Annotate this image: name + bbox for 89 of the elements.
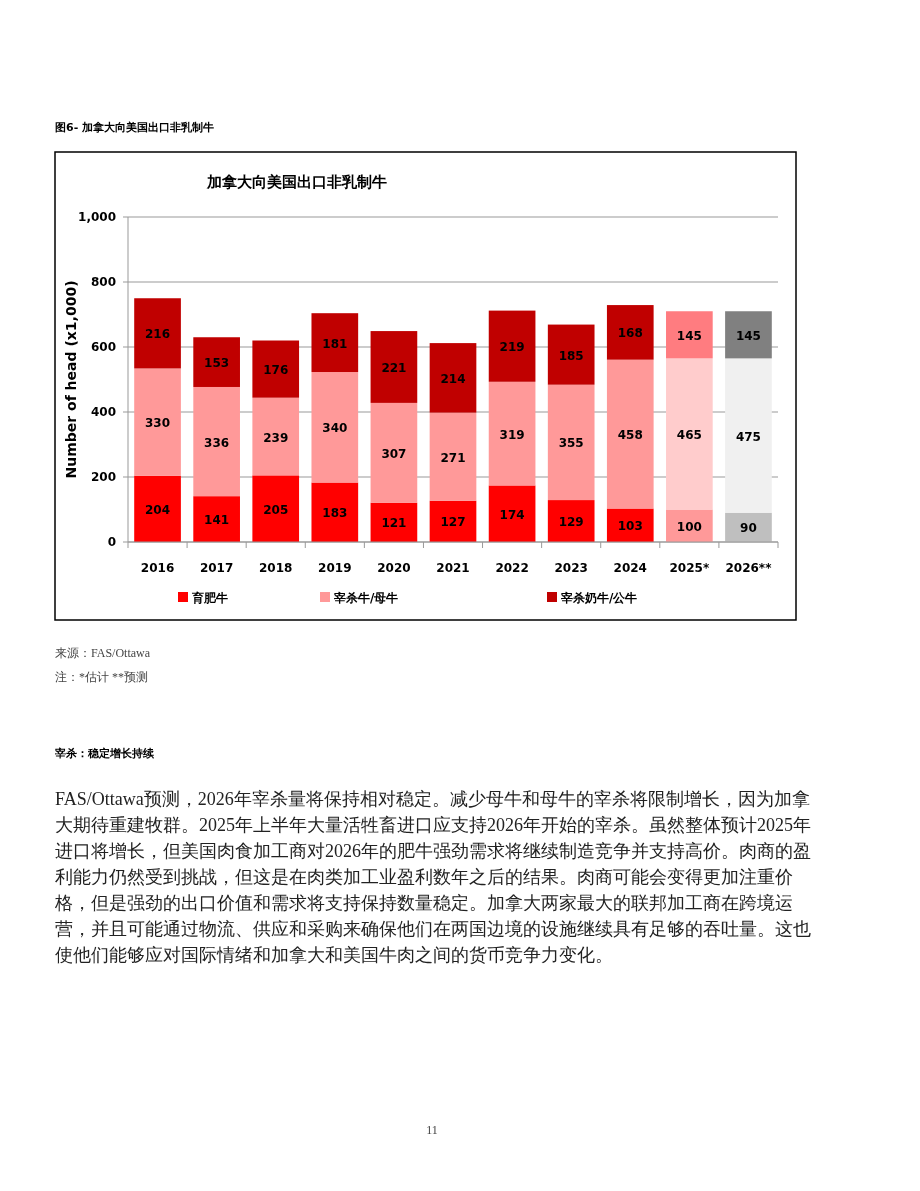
bar — [134, 368, 181, 476]
x-tick-label: 2018 — [259, 561, 293, 575]
x-tick-label: 2022 — [495, 561, 529, 575]
x-tick-label: 2021 — [436, 561, 470, 575]
data-label: 221 — [381, 360, 407, 375]
annotation: 宰杀：稳定增长持续 — [55, 746, 154, 761]
data-label: 145 — [735, 328, 761, 343]
data-label: 219 — [499, 340, 525, 355]
y-tick-label: 1,000 — [78, 210, 116, 224]
legend-label: 育肥牛 — [191, 591, 228, 605]
bar — [725, 311, 772, 359]
bar — [193, 337, 240, 387]
bar — [311, 482, 359, 542]
bar — [252, 475, 300, 542]
data-label: 103 — [617, 519, 643, 534]
x-tick-label: 2025* — [669, 561, 710, 575]
data-label: 239 — [263, 430, 289, 445]
y-tick-label: 800 — [90, 275, 116, 289]
y-axis-title: Number of head (x1,000) — [63, 280, 79, 479]
data-label: 127 — [440, 515, 466, 530]
y-tick-label: 400 — [90, 405, 116, 419]
bar — [370, 402, 418, 503]
data-label: 176 — [263, 363, 289, 378]
x-tick-label: 2020 — [377, 561, 411, 575]
data-label: 90 — [740, 521, 757, 536]
bar — [311, 372, 359, 483]
data-label: 129 — [558, 515, 584, 530]
annotation: 图6- 加拿大向美国出口非乳制牛 — [55, 120, 215, 135]
data-label: 174 — [499, 507, 525, 522]
bar — [606, 359, 654, 509]
data-label: 168 — [617, 326, 643, 341]
x-tick-label: 2023 — [554, 561, 588, 575]
bar — [488, 310, 536, 382]
x-tick-label: 2017 — [199, 561, 234, 575]
bar — [429, 412, 477, 501]
bar — [193, 386, 240, 497]
data-label: 214 — [440, 371, 466, 386]
bar — [666, 358, 713, 510]
data-label: 204 — [145, 502, 171, 517]
data-label: 216 — [145, 327, 171, 342]
bar — [311, 313, 359, 373]
annotation: 注：*估计 **预测 — [55, 669, 148, 686]
data-label: 185 — [558, 348, 584, 363]
x-tick-label: 2016 — [140, 561, 175, 575]
x-tick-label: 2024 — [613, 561, 647, 575]
data-label: 330 — [145, 416, 171, 431]
bar — [666, 311, 713, 359]
data-label: 205 — [263, 502, 289, 517]
bar — [193, 496, 240, 542]
legend-label: 宰杀奶牛/公牛 — [561, 591, 638, 605]
data-label: 307 — [381, 446, 407, 461]
data-label: 355 — [558, 436, 584, 451]
bar — [488, 381, 536, 486]
legend-label: 宰杀牛/母牛 — [334, 591, 399, 605]
y-tick-label: 0 — [107, 535, 116, 549]
bar — [606, 305, 654, 360]
bar — [547, 384, 595, 501]
bar — [370, 331, 418, 403]
data-label: 465 — [676, 427, 702, 442]
data-label: 458 — [617, 428, 643, 443]
data-label: 271 — [440, 450, 466, 465]
x-tick-label: 2026** — [725, 561, 773, 575]
data-label: 121 — [381, 516, 407, 531]
data-label: 100 — [676, 519, 702, 534]
bar — [547, 324, 595, 385]
bar — [252, 397, 300, 476]
annotation: 来源：FAS/Ottawa — [55, 645, 151, 662]
data-label: 340 — [322, 421, 348, 436]
bar — [252, 340, 300, 398]
bar — [429, 343, 477, 413]
chart-title: 加拿大向美国出口非乳制牛 — [206, 173, 387, 191]
data-label: 181 — [322, 336, 348, 351]
data-label: 319 — [499, 427, 525, 442]
bar — [488, 485, 536, 542]
annotation: FAS/Ottawa预测，2026年宰杀量将保持相对稳定。减少母牛和母牛的宰杀将限制增长，因为加拿大期待重建牧群。2025年上半年大量活牲畜进口应支持2026年开始的宰杀。虽然整体预计2025年进口将增长，但美国肉食加工商对2026年的肥牛强劲需求将继续制造竞争并支持高价。肉商的盈利能力仍然受到挑战，但这是在肉类加工业盈利数年之后的结果。肉商可能会变得更加注重价格，但是强劲的出口价值和需求将支持保持数量稳定。加拿大两家最大的联邦加工商在跨境运营，并且可能通过物流、供应和采购来确保他们在两国边境的设施继续具有足够的吞吐量。这也使他们能够应对国际情绪和加拿大和美国牛肉之间的货币竞争力变化。 — [55, 788, 812, 967]
annotation: 11 — [425, 1123, 439, 1138]
data-label: 145 — [676, 328, 702, 343]
data-label: 475 — [735, 429, 761, 444]
bar — [547, 500, 595, 542]
bar — [134, 475, 181, 542]
data-label: 153 — [204, 356, 230, 371]
data-label: 336 — [204, 435, 230, 450]
y-tick-label: 600 — [90, 340, 116, 354]
bar — [725, 358, 772, 513]
bar — [134, 298, 181, 369]
y-tick-label: 200 — [90, 470, 116, 484]
data-label: 183 — [322, 506, 348, 521]
x-tick-label: 2019 — [318, 561, 352, 575]
data-label: 141 — [204, 513, 230, 528]
